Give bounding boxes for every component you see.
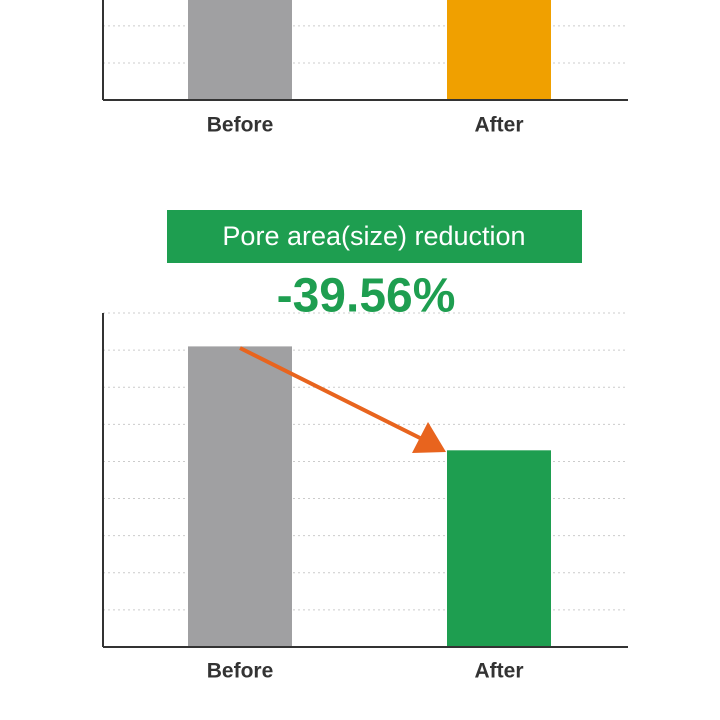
arrow-shaft: [239, 346, 421, 440]
bar: [447, 0, 551, 100]
bar: [447, 450, 551, 647]
annotation: -39.56%: [277, 270, 456, 323]
title-box: [167, 210, 582, 263]
bar: [188, 346, 292, 647]
arrow-head: [412, 422, 446, 453]
x-tick-label: Before: [207, 114, 274, 137]
bar: [188, 0, 292, 100]
chart-title: Pore area(size) reduction: [222, 221, 525, 251]
x-tick-label: After: [474, 660, 523, 683]
x-tick-label: Before: [207, 660, 274, 683]
x-tick-label: After: [474, 114, 523, 137]
